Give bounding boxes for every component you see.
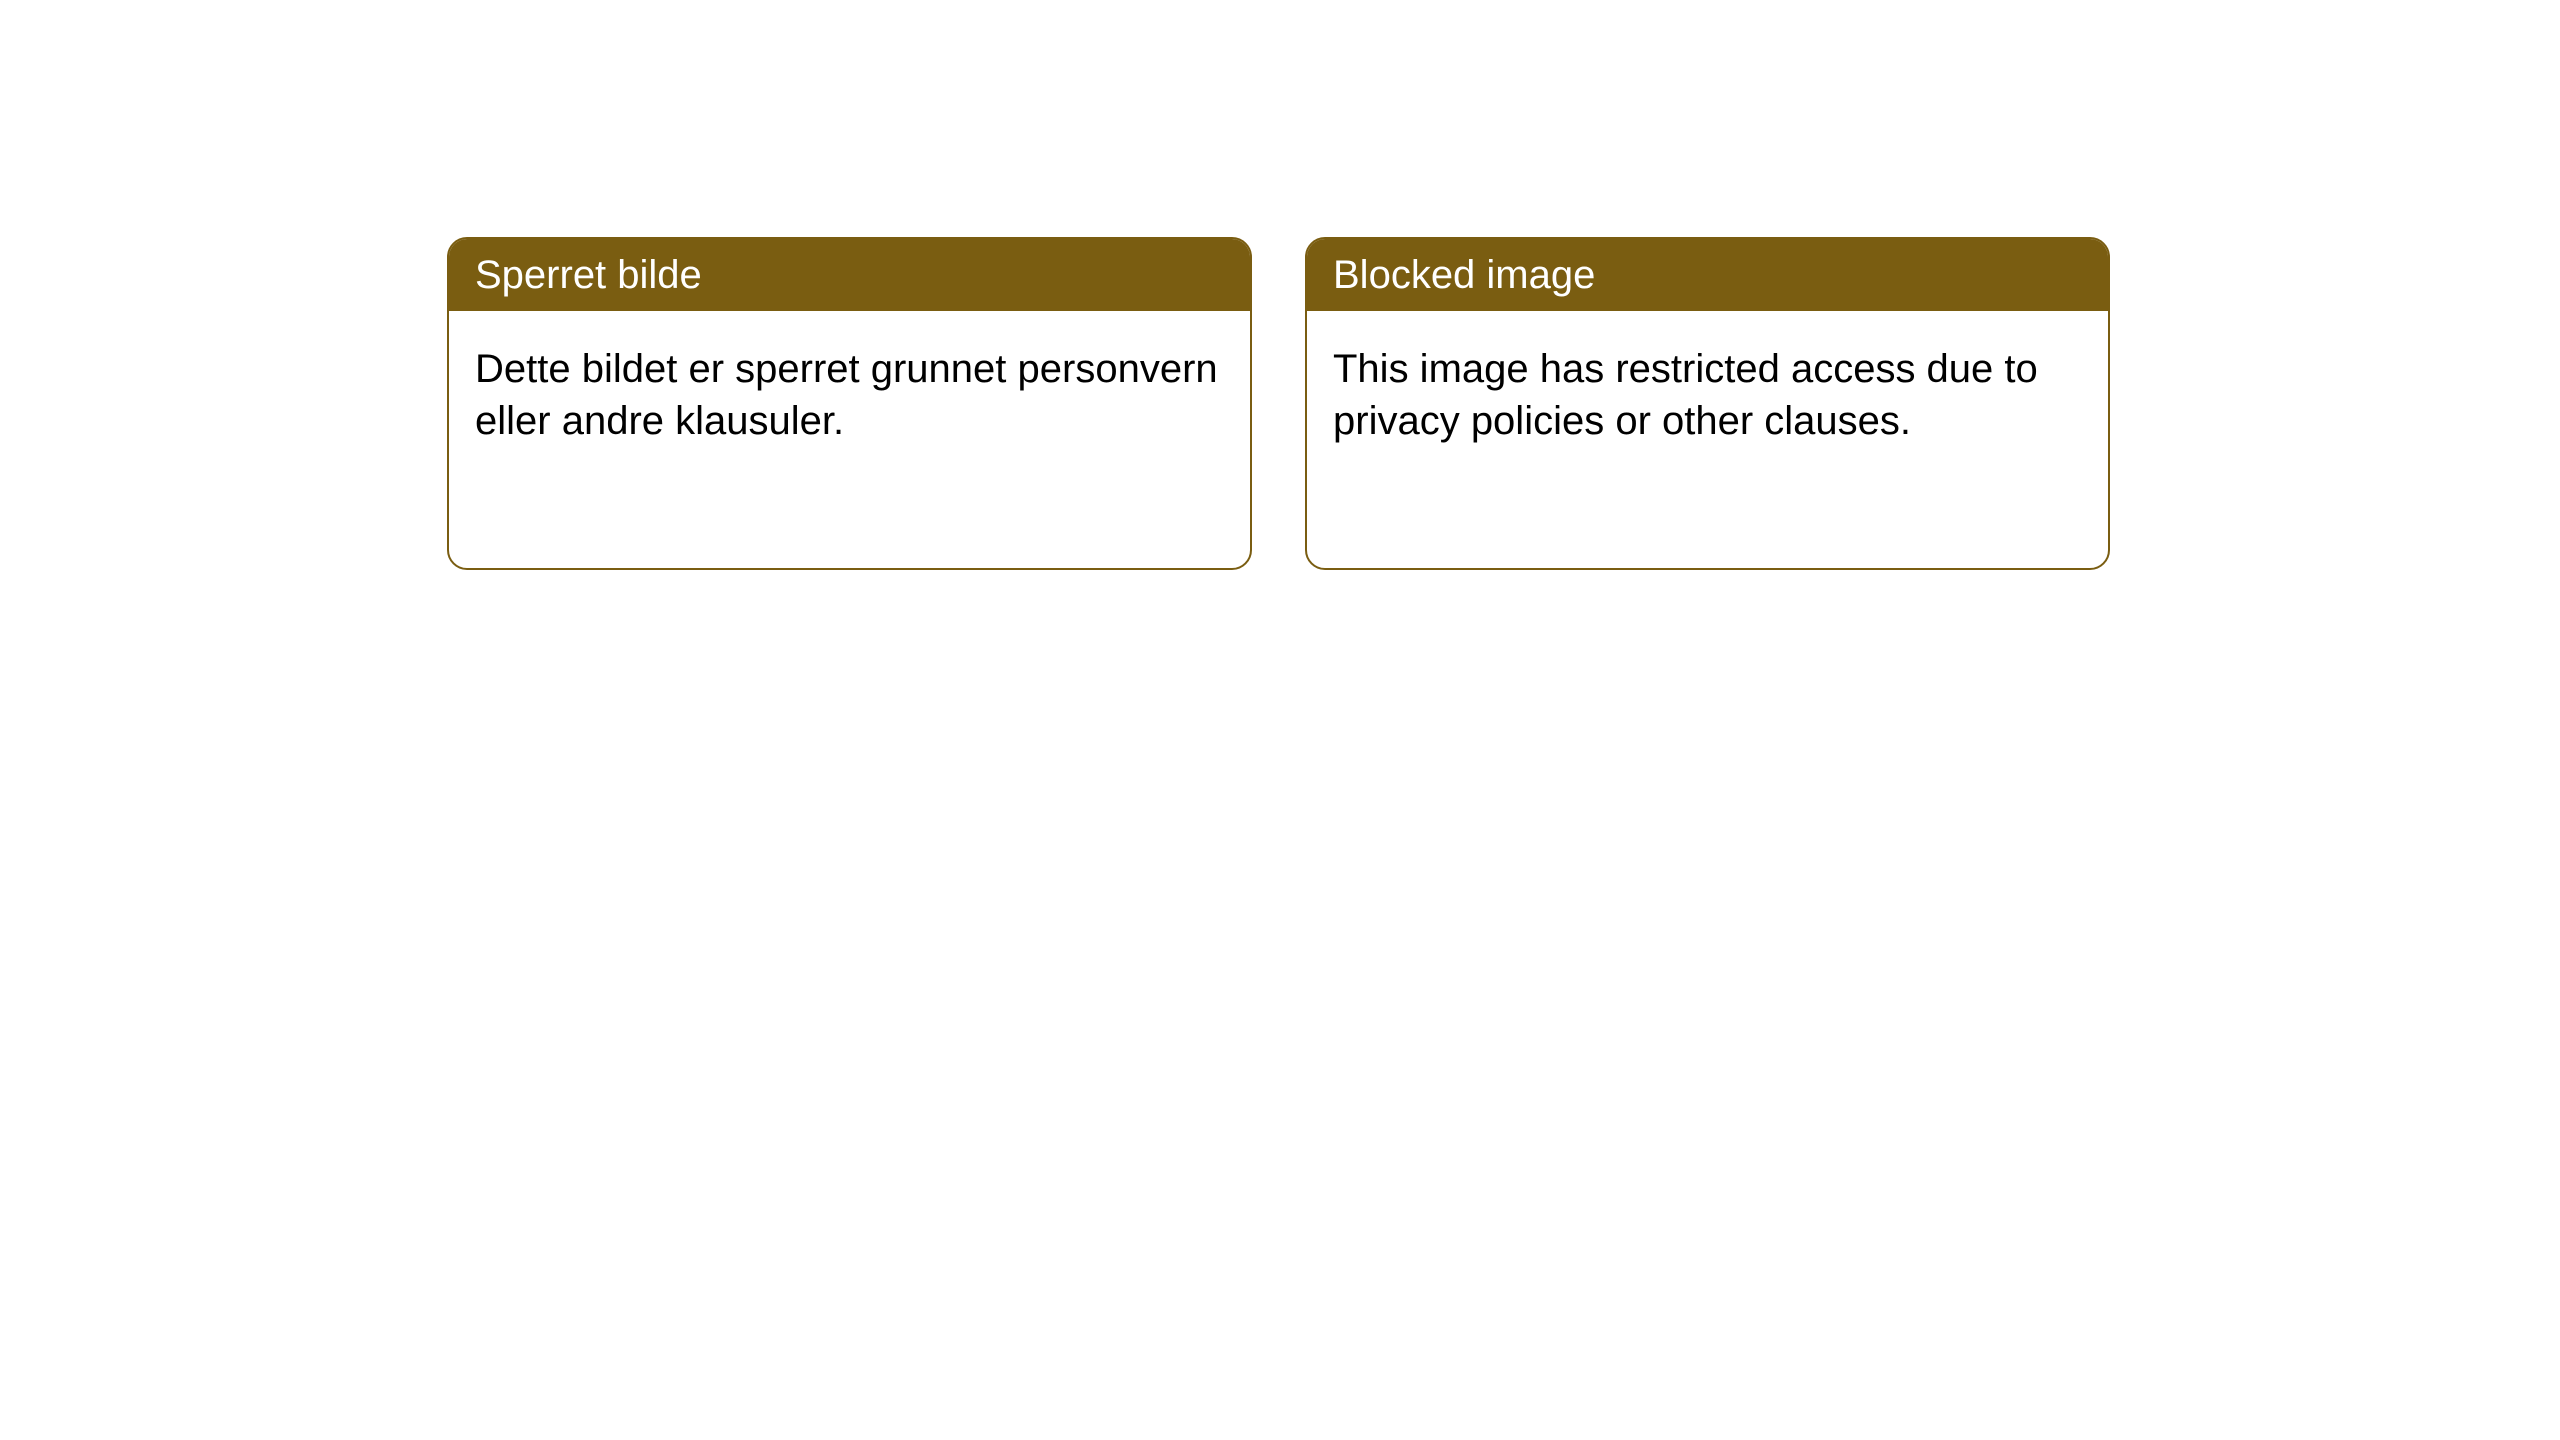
notice-container: Sperret bilde Dette bildet er sperret gr… bbox=[0, 0, 2560, 570]
blocked-image-card-english: Blocked image This image has restricted … bbox=[1305, 237, 2110, 570]
card-body: Dette bildet er sperret grunnet personve… bbox=[449, 311, 1250, 479]
card-body: This image has restricted access due to … bbox=[1307, 311, 2108, 479]
card-header: Blocked image bbox=[1307, 239, 2108, 311]
card-title: Sperret bilde bbox=[475, 253, 702, 297]
card-title: Blocked image bbox=[1333, 253, 1595, 297]
card-body-text: This image has restricted access due to … bbox=[1333, 347, 2038, 443]
blocked-image-card-norwegian: Sperret bilde Dette bildet er sperret gr… bbox=[447, 237, 1252, 570]
card-header: Sperret bilde bbox=[449, 239, 1250, 311]
card-body-text: Dette bildet er sperret grunnet personve… bbox=[475, 347, 1218, 443]
